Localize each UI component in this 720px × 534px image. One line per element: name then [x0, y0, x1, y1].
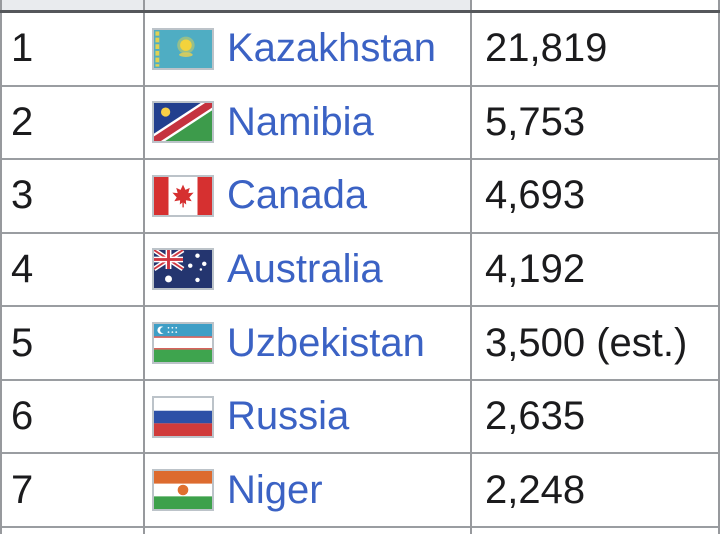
header-bottom-border	[0, 10, 720, 13]
country-link[interactable]: Niger	[227, 467, 323, 512]
table-right-border	[718, 0, 720, 534]
value-cell: 3,500 (est.)	[485, 320, 688, 365]
country-cell: Kazakhstan	[145, 13, 472, 85]
country-link[interactable]: Australia	[227, 246, 383, 291]
rank-cell: 2	[11, 99, 34, 144]
russia-flag-icon[interactable]	[152, 395, 214, 438]
value-cell: 4,693	[485, 173, 586, 218]
rank-cell: 4	[11, 246, 34, 291]
table-row: 6 Russia 2,635	[0, 380, 720, 455]
table-row: 1 Kazakhstan	[0, 13, 720, 87]
header-cell-rank-partial	[0, 0, 143, 10]
column-border-country-value	[470, 0, 472, 534]
uzbekistan-flag-icon[interactable]	[152, 322, 214, 365]
value-cell: 4,192	[485, 246, 586, 291]
column-border-rank-country	[143, 0, 145, 534]
value-cell: 21,819	[485, 26, 608, 71]
table-left-border	[0, 0, 2, 534]
country-cell: Australia	[145, 234, 472, 306]
country-link[interactable]: Kazakhstan	[227, 26, 437, 71]
canada-flag-icon[interactable]	[152, 174, 214, 217]
country-link[interactable]: Canada	[227, 173, 368, 218]
country-link[interactable]: Russia	[227, 394, 350, 439]
rank-cell: 5	[11, 320, 34, 365]
value-cell: 2,248	[485, 467, 586, 512]
country-cell: Namibia	[145, 87, 472, 159]
value-cell: 5,753	[485, 99, 586, 144]
country-link[interactable]: Uzbekistan	[227, 320, 425, 365]
kazakhstan-flag-icon[interactable]	[152, 27, 214, 70]
country-cell: Canada	[145, 160, 472, 232]
country-link[interactable]: Namibia	[227, 99, 374, 144]
value-cell: 2,635	[485, 394, 586, 439]
table-row: 2 Namibia 5,753	[0, 86, 720, 161]
namibia-flag-icon[interactable]	[152, 101, 214, 144]
country-cell: Niger	[145, 454, 472, 526]
rank-cell: 3	[11, 173, 34, 218]
rank-cell: 1	[11, 26, 34, 71]
table-row: 5	[0, 307, 720, 381]
table-row: 7 Niger 2,248	[0, 454, 720, 528]
header-cell-country-partial	[145, 0, 470, 10]
country-cell: Uzbekistan	[145, 307, 472, 379]
rank-cell: 7	[11, 467, 34, 512]
niger-flag-icon[interactable]	[152, 469, 214, 512]
australia-flag-icon[interactable]	[152, 248, 214, 291]
table-body: 1 Kazakhstan	[0, 13, 720, 528]
rank-cell: 6	[11, 394, 34, 439]
table-row: 4	[0, 233, 720, 308]
country-cell: Russia	[145, 381, 472, 453]
table-header-partial-row	[0, 0, 720, 10]
table-row: 3 Canada 4,693	[0, 160, 720, 234]
